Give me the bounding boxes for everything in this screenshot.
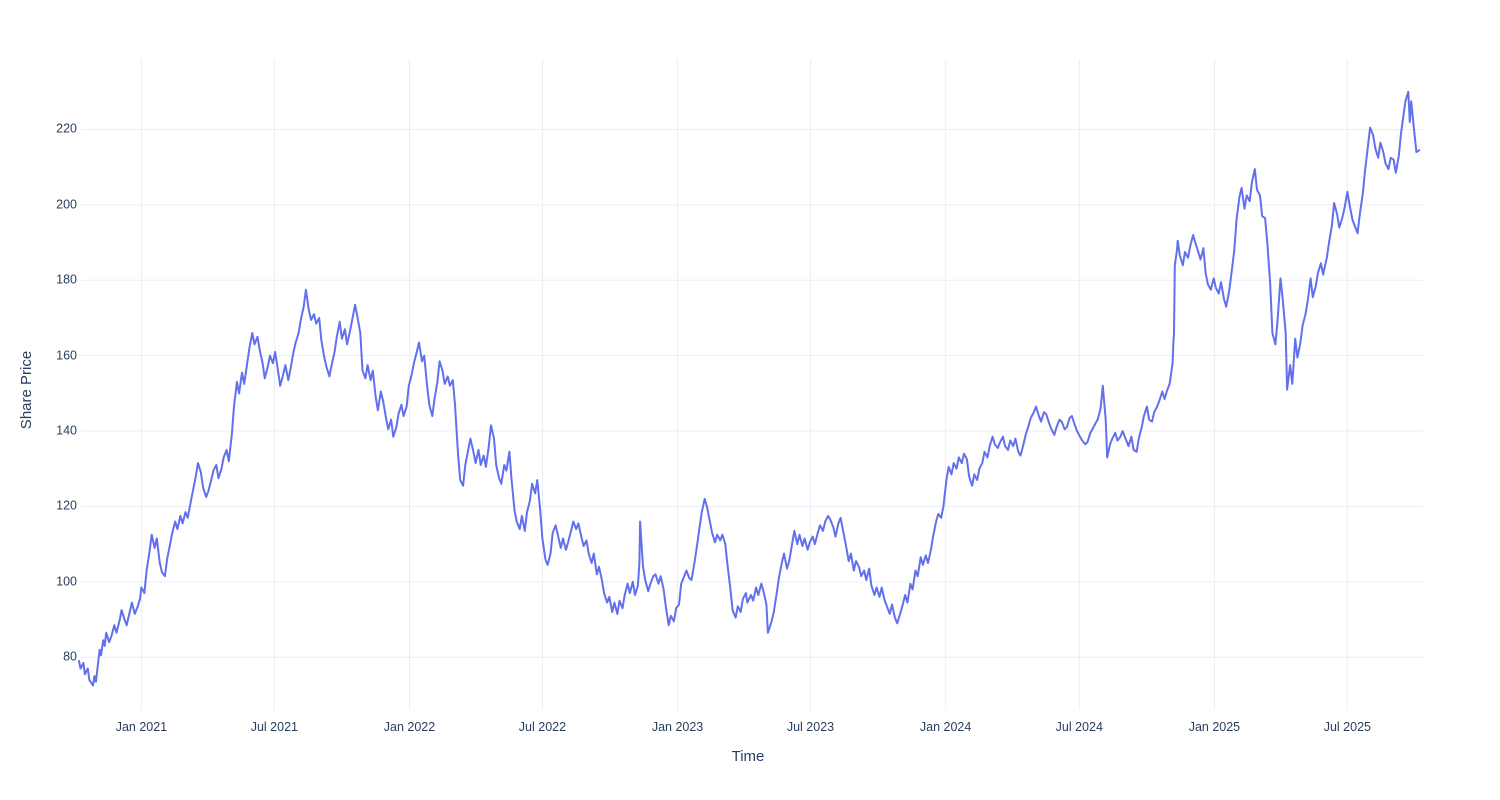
x-tick-label: Jul 2023 (786, 720, 835, 734)
y-tick-label: 140 (56, 423, 77, 438)
y-tick-label: 180 (56, 272, 77, 287)
x-tick-label: Jul 2021 (250, 720, 298, 734)
y-tick-label: 160 (56, 348, 77, 363)
x-tick-label: Jul 2024 (1055, 720, 1103, 734)
y-tick-label: 80 (63, 649, 77, 664)
y-tick-label: 220 (56, 121, 77, 136)
x-tick-label: Jan 2025 (1188, 720, 1241, 734)
x-tick-label: Jul 2025 (1323, 720, 1371, 734)
y-tick-label: 120 (56, 498, 77, 513)
x-tick-label: Jan 2023 (651, 720, 704, 734)
y-tick-label: 100 (56, 574, 77, 589)
x-tick-label: Jan 2021 (115, 720, 168, 734)
x-tick-label: Jan 2024 (919, 720, 972, 734)
y-tick-label: 200 (56, 197, 77, 212)
x-tick-label: Jul 2022 (518, 720, 567, 734)
price-line[interactable] (78, 90, 1421, 687)
x-axis-title: Time (731, 748, 765, 765)
x-tick-label: Jan 2022 (383, 720, 436, 734)
